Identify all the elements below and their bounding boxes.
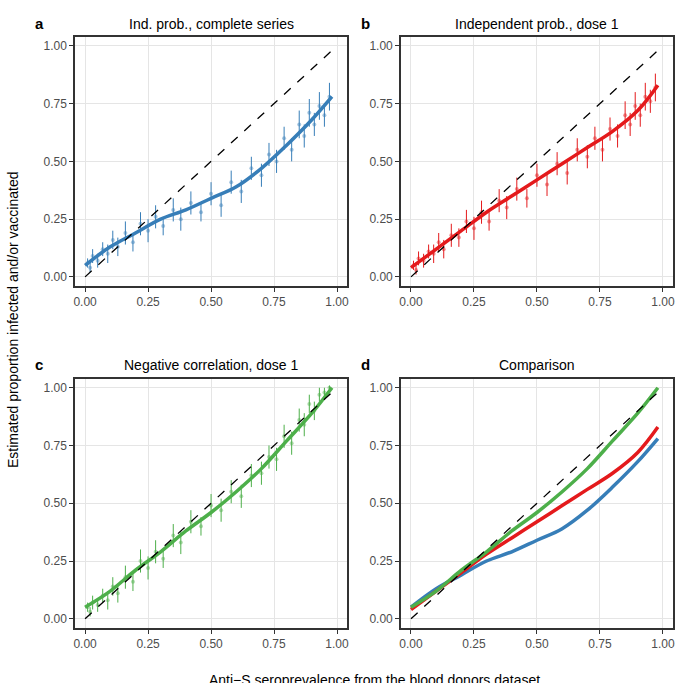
svg-text:Estimated proportion infected: Estimated proportion infected and/or vac… [5, 171, 21, 468]
svg-text:0.75: 0.75 [369, 439, 393, 453]
svg-text:0.25: 0.25 [43, 212, 67, 226]
svg-text:0.75: 0.75 [262, 637, 286, 651]
svg-text:c: c [35, 356, 43, 373]
svg-text:0.25: 0.25 [369, 554, 393, 568]
svg-text:0.50: 0.50 [199, 637, 223, 651]
svg-text:0.00: 0.00 [369, 270, 393, 284]
svg-text:0.25: 0.25 [136, 295, 160, 309]
svg-text:0.00: 0.00 [399, 637, 423, 651]
svg-text:0.25: 0.25 [462, 295, 486, 309]
svg-text:0.00: 0.00 [43, 612, 67, 626]
svg-text:1.00: 1.00 [369, 39, 393, 53]
svg-text:0.25: 0.25 [369, 212, 393, 226]
svg-text:1.00: 1.00 [369, 381, 393, 395]
svg-text:0.25: 0.25 [43, 554, 67, 568]
svg-text:Independent prob., dose 1: Independent prob., dose 1 [455, 16, 619, 32]
svg-text:0.50: 0.50 [43, 155, 67, 169]
svg-text:a: a [35, 15, 44, 32]
svg-text:1.00: 1.00 [651, 295, 675, 309]
svg-text:d: d [361, 356, 370, 373]
svg-text:0.75: 0.75 [588, 295, 612, 309]
svg-text:0.50: 0.50 [525, 295, 549, 309]
svg-text:Anti−S seroprevalence from the: Anti−S seroprevalence from the blood don… [209, 672, 540, 683]
svg-text:0.50: 0.50 [525, 637, 549, 651]
svg-text:0.75: 0.75 [369, 97, 393, 111]
svg-text:0.50: 0.50 [369, 155, 393, 169]
svg-text:1.00: 1.00 [325, 637, 349, 651]
svg-text:0.50: 0.50 [43, 496, 67, 510]
svg-text:0.00: 0.00 [73, 637, 97, 651]
svg-text:0.50: 0.50 [369, 496, 393, 510]
svg-text:0.00: 0.00 [399, 295, 423, 309]
svg-text:0.25: 0.25 [136, 637, 160, 651]
svg-text:0.00: 0.00 [369, 612, 393, 626]
svg-text:Ind. prob., complete series: Ind. prob., complete series [129, 16, 294, 32]
svg-text:1.00: 1.00 [43, 381, 67, 395]
svg-text:0.75: 0.75 [43, 439, 67, 453]
svg-text:0.00: 0.00 [43, 270, 67, 284]
svg-text:0.50: 0.50 [199, 295, 223, 309]
svg-text:1.00: 1.00 [651, 637, 675, 651]
svg-text:0.75: 0.75 [262, 295, 286, 309]
svg-text:b: b [361, 15, 370, 32]
svg-text:1.00: 1.00 [325, 295, 349, 309]
svg-text:0.00: 0.00 [73, 295, 97, 309]
svg-text:Comparison: Comparison [499, 357, 574, 373]
svg-text:0.75: 0.75 [43, 97, 67, 111]
svg-text:0.75: 0.75 [588, 637, 612, 651]
svg-text:0.25: 0.25 [462, 637, 486, 651]
svg-text:Negative correlation, dose 1: Negative correlation, dose 1 [124, 357, 299, 373]
svg-text:1.00: 1.00 [43, 39, 67, 53]
